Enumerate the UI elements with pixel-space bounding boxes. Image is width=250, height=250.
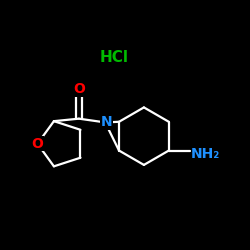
Text: HCl: HCl [99,50,128,65]
Text: O: O [32,137,44,151]
Text: O: O [73,82,85,96]
Text: NH₂: NH₂ [190,147,220,161]
Text: N: N [100,116,112,130]
